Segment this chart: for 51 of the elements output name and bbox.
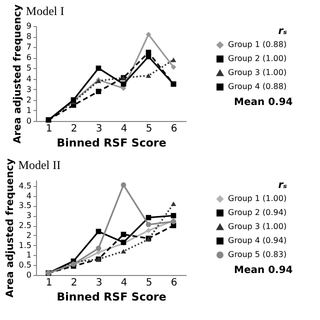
x-tick-label: 5 (146, 278, 152, 288)
legend-label: Group 3 (1.00) (228, 222, 287, 231)
legend-label: Group 2 (0.94) (228, 208, 287, 217)
y-tick-label: 4.5 (18, 181, 32, 190)
y-axis-title: Area adjusted frequency (4, 158, 16, 298)
legend-label: Group 1 (0.88) (228, 40, 287, 49)
y-axis-title: Area adjusted frequency (12, 4, 24, 144)
legend-label: Group 2 (1.00) (228, 54, 287, 63)
legend-label: Group 3 (1.00) (228, 68, 287, 77)
text: Mean 0.94 (234, 265, 293, 276)
y-tick-label: 1 (26, 250, 32, 260)
y-tick-label: 3 (26, 211, 32, 220)
legend-title: rₛ (278, 26, 288, 37)
y-tick-label: 0.5 (18, 260, 32, 270)
y-tick-label: 3 (26, 84, 32, 94)
legend-label: Group 4 (0.94) (228, 236, 287, 245)
x-axis-title: Binned RSF Score (56, 290, 166, 304)
x-tick-label: 6 (170, 124, 178, 134)
y-tick-label: 7 (26, 42, 32, 52)
y-tick-label: 5 (26, 64, 32, 73)
x-tick-label: 3 (96, 278, 102, 288)
x-tick-label: 1 (46, 124, 52, 134)
y-tick-label: 9 (26, 22, 32, 30)
y-tick-label: 8 (26, 32, 32, 42)
y-tick-label: 4 (26, 191, 32, 200)
legend-title: rₛ (278, 180, 288, 191)
legend-label: Group 1 (1.00) (228, 194, 287, 203)
legend-label: Group 5 (0.83) (228, 250, 287, 259)
y-tick-label: 2.5 (18, 221, 32, 230)
y-tick-label: 2 (26, 95, 32, 104)
y-tick-label: 4 (26, 74, 32, 84)
y-tick-label: 1 (26, 106, 32, 115)
y-tick-label: 1.5 (18, 240, 32, 250)
text: Mean 0.94 (234, 97, 293, 108)
x-tick-label: 1 (46, 278, 52, 288)
y-tick-label: 0 (26, 270, 32, 280)
x-tick-label: 5 (146, 124, 152, 134)
x-tick-label: 2 (70, 124, 78, 134)
y-tick-label: 3.5 (18, 201, 32, 210)
chart-title: Model I (26, 4, 64, 18)
x-tick-label: 3 (96, 124, 102, 134)
x-tick-label: 6 (170, 278, 178, 288)
chart-title: Model II (18, 158, 61, 172)
y-tick-label: 6 (26, 53, 32, 62)
x-tick-label: 4 (120, 124, 128, 134)
x-axis-title: Binned RSF Score (56, 136, 166, 150)
legend-label: Group 4 (0.88) (228, 82, 287, 91)
x-tick-label: 4 (120, 278, 128, 288)
y-tick-label: 2 (26, 230, 32, 240)
x-tick-label: 2 (70, 278, 78, 288)
y-tick-label: 0 (26, 116, 32, 126)
